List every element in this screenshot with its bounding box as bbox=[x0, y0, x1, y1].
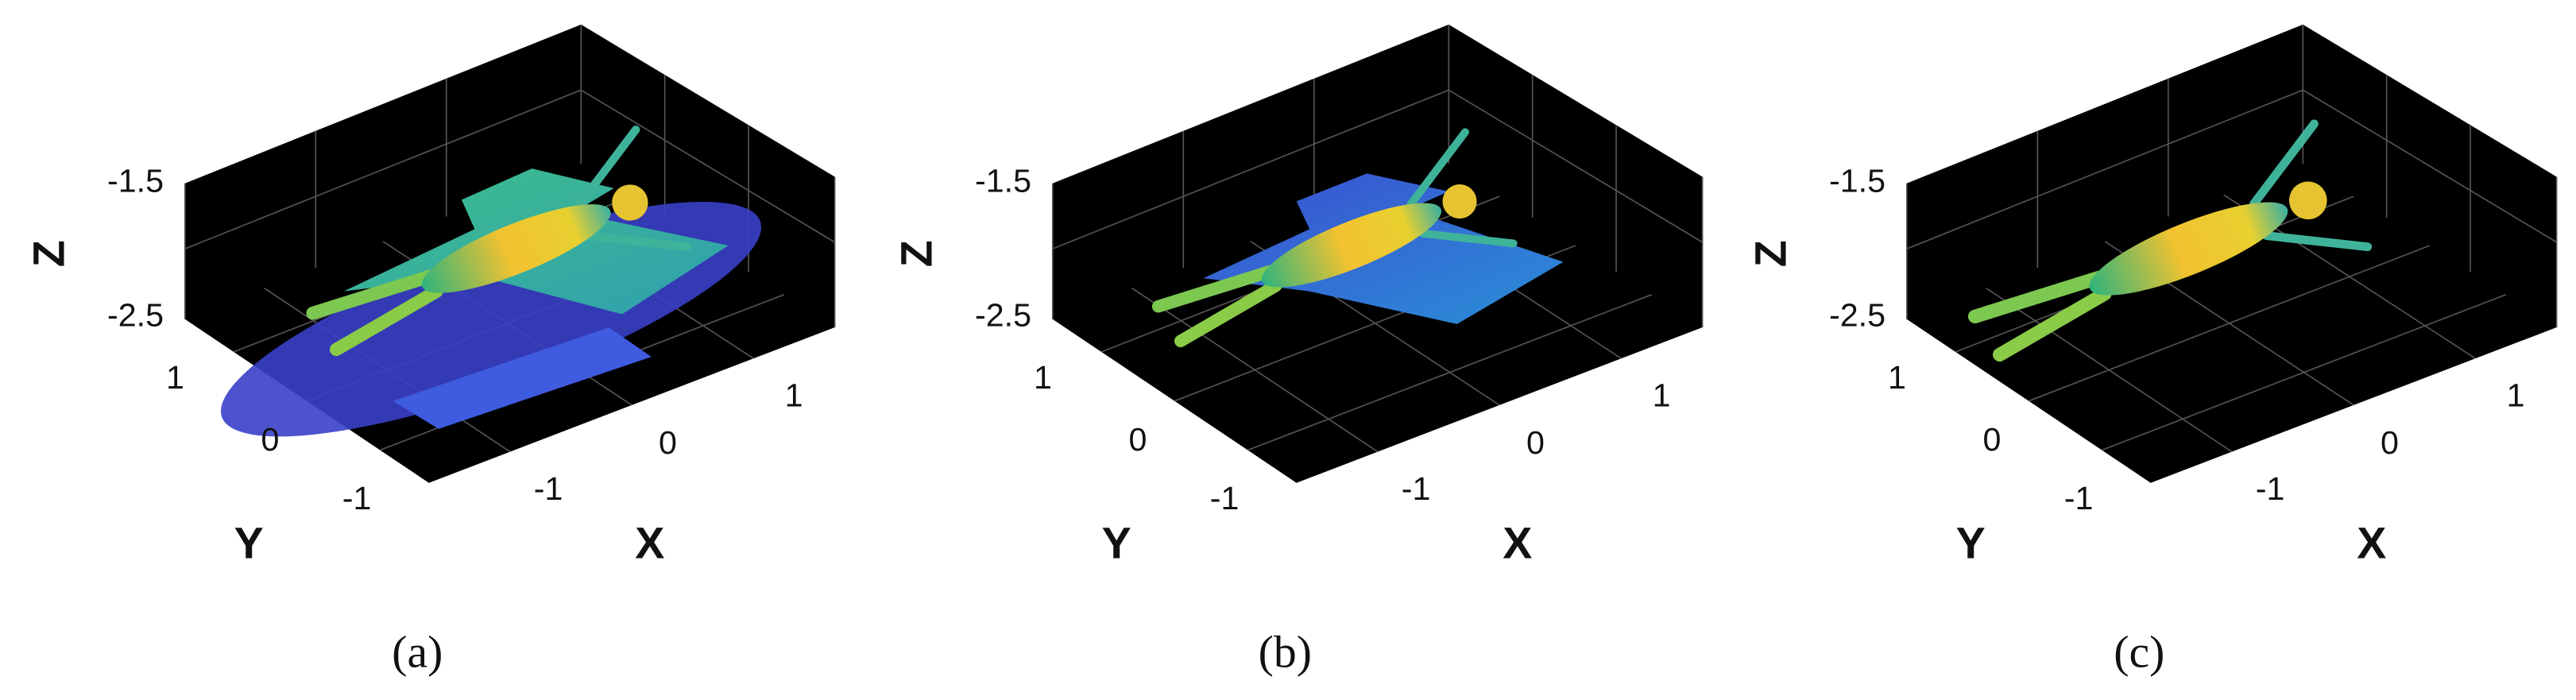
y-tick-label: 1 bbox=[1888, 359, 1906, 396]
z-tick-label: -2.5 bbox=[1829, 297, 1886, 334]
human bbox=[1151, 128, 1518, 348]
limb bbox=[574, 125, 640, 211]
panel: -1.5 -2.5 Z 1 0 -1 -1 0 1 Y X (a) bbox=[25, 24, 836, 677]
y-tick-label: 0 bbox=[1128, 421, 1147, 458]
z-tick-label: -1.5 bbox=[107, 163, 164, 199]
torso bbox=[421, 204, 611, 293]
grid-line bbox=[580, 89, 836, 243]
x-tick-label: 1 bbox=[785, 377, 803, 413]
x-axis-label: X bbox=[635, 519, 664, 568]
x-tick-label: -1 bbox=[2256, 470, 2285, 507]
panel: -1.5 -2.5 Z 1 0 -1 -1 0 1 Y X (c) bbox=[1746, 24, 2558, 677]
z-axis-label: Z bbox=[1746, 240, 1796, 267]
x-tick-label: -1 bbox=[1402, 470, 1431, 507]
head bbox=[2288, 181, 2327, 220]
y-axis-label: Y bbox=[1956, 519, 1986, 568]
human bbox=[1967, 119, 2373, 362]
y-tick-label: -1 bbox=[1210, 480, 1240, 516]
grid-line bbox=[1448, 89, 1704, 243]
limb bbox=[306, 269, 437, 320]
limb bbox=[586, 232, 691, 251]
limb bbox=[1151, 265, 1277, 313]
x-tick-label: 0 bbox=[2381, 424, 2399, 461]
y-tick-label: 1 bbox=[166, 359, 184, 396]
torso bbox=[2089, 202, 2288, 296]
head bbox=[1442, 184, 1477, 219]
z-tick-label: -1.5 bbox=[975, 163, 1031, 199]
floor-cloud bbox=[393, 327, 652, 429]
y-tick-label: 0 bbox=[1982, 421, 2001, 458]
limb bbox=[1992, 286, 2112, 362]
grid-line bbox=[1247, 294, 1653, 451]
caption: (b) bbox=[1259, 627, 1312, 677]
limb bbox=[2262, 231, 2373, 252]
grid-line bbox=[2102, 294, 2507, 451]
y-axis-label: Y bbox=[234, 519, 264, 568]
grid-line bbox=[2302, 89, 2558, 243]
z-tick-label: -1.5 bbox=[1829, 163, 1886, 199]
z-axis-label: Z bbox=[892, 240, 942, 267]
x-tick-label: 1 bbox=[2507, 377, 2525, 413]
grid-line bbox=[1052, 89, 1449, 249]
limb bbox=[1406, 128, 1469, 209]
x-tick-label: 1 bbox=[1653, 377, 1671, 413]
z-tick-label: -2.5 bbox=[975, 297, 1031, 334]
grid-line bbox=[1906, 89, 2303, 249]
limb bbox=[2249, 119, 2319, 208]
x-axis-label: X bbox=[2357, 519, 2386, 568]
y-tick-label: -1 bbox=[342, 480, 372, 516]
caption: (c) bbox=[2114, 627, 2164, 677]
y-axis-label: Y bbox=[1102, 519, 1131, 568]
human bbox=[306, 125, 691, 357]
limb bbox=[330, 284, 443, 357]
caption: (a) bbox=[392, 627, 443, 677]
y-tick-label: 0 bbox=[261, 421, 279, 458]
panel: -1.5 -2.5 Z 1 0 -1 -1 0 1 Y X (b) bbox=[892, 24, 1704, 677]
torso bbox=[1261, 203, 1441, 288]
limb bbox=[1967, 270, 2106, 323]
grid-line bbox=[184, 89, 582, 249]
x-tick-label: 0 bbox=[1526, 424, 1545, 461]
z-tick-label: -2.5 bbox=[107, 297, 164, 334]
x-tick-label: -1 bbox=[534, 470, 563, 507]
y-tick-label: 1 bbox=[1034, 359, 1052, 396]
limb bbox=[1174, 279, 1282, 348]
x-tick-label: 0 bbox=[659, 424, 677, 461]
z-axis-label: Z bbox=[25, 240, 74, 267]
y-tick-label: -1 bbox=[2064, 480, 2094, 516]
x-axis-label: X bbox=[1503, 519, 1532, 568]
head bbox=[612, 184, 648, 221]
grid-line bbox=[2028, 245, 2431, 402]
limb bbox=[1418, 229, 1518, 248]
